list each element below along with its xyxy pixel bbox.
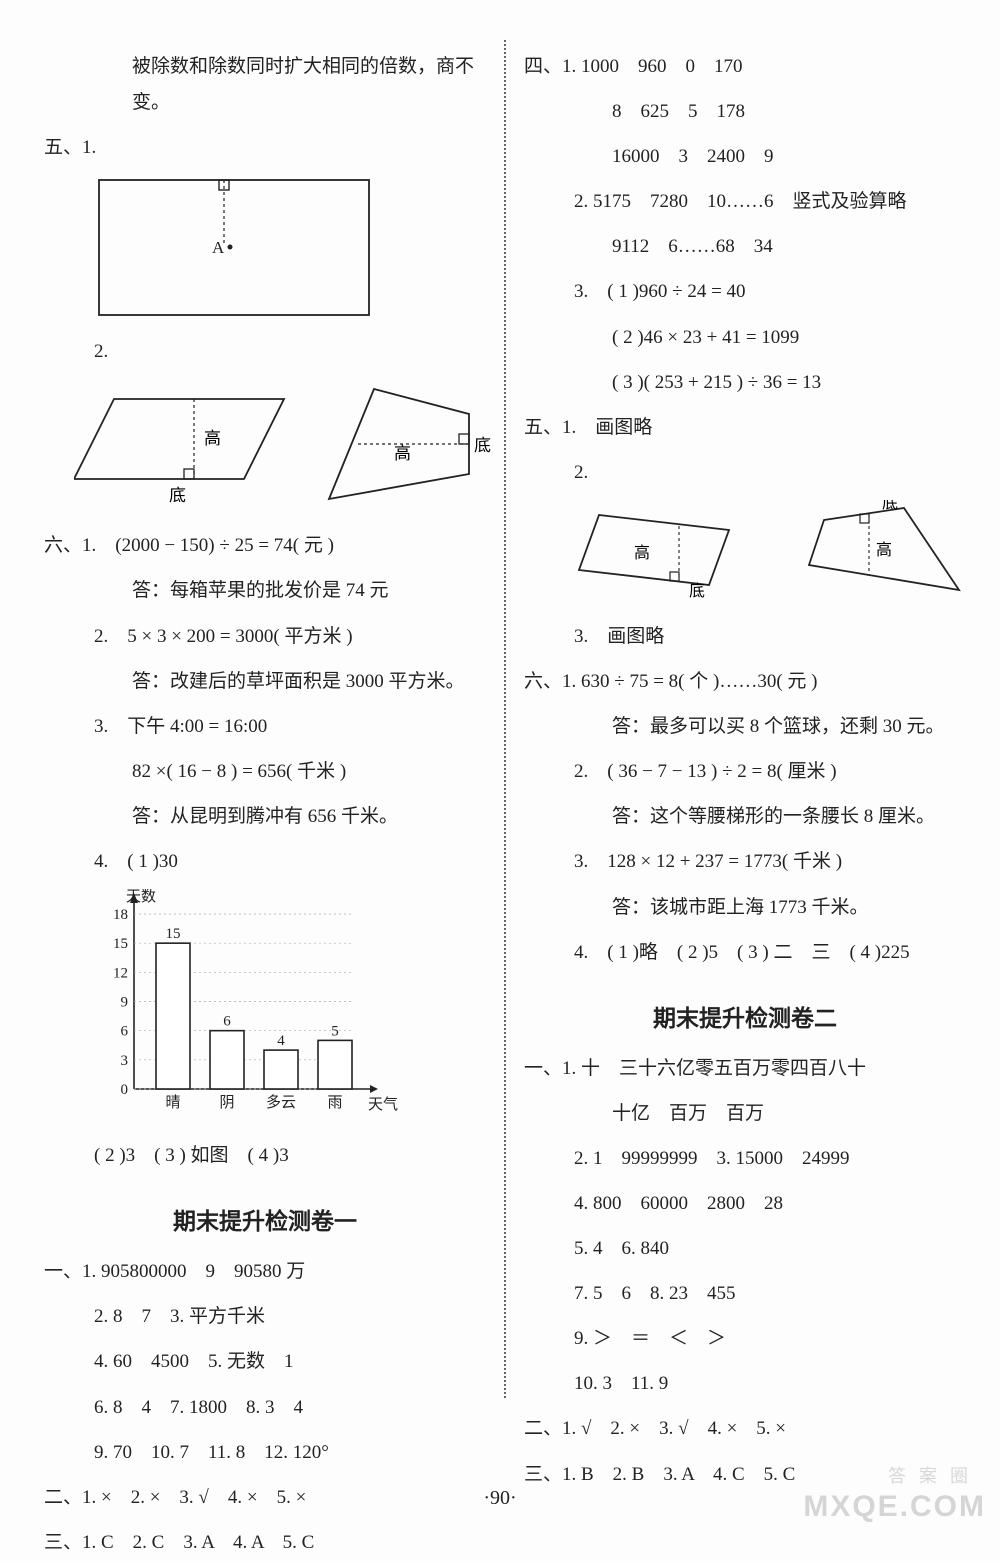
svg-text:4: 4 bbox=[277, 1033, 285, 1049]
right-fig-shapes: 高 底 高 底 bbox=[574, 500, 966, 610]
rs1-l4: 5. 4 6. 840 bbox=[524, 1231, 966, 1267]
s3: 三、1. C 2. C 3. A 4. A 5. C bbox=[44, 1525, 486, 1561]
r6-a3: 答：该城市距上海 1773 千米。 bbox=[524, 890, 966, 926]
s1-l1: 一、1. 905800000 9 90580 万 bbox=[44, 1254, 486, 1290]
svg-text:12: 12 bbox=[113, 965, 128, 981]
bar-chart: 0 3 6 9 12 15 18 天数天气 15 晴 6 阴 4 多云 5 雨 bbox=[94, 889, 486, 1129]
r6-l3: 3. 128 × 12 + 237 = 1773( 千米 ) bbox=[524, 844, 966, 880]
five-2-label: 2. bbox=[44, 334, 486, 370]
svg-text:18: 18 bbox=[113, 907, 128, 923]
page: 被除数和除数同时扩大相同的倍数，商不变。 五、1. A 2. 高 底 bbox=[0, 0, 1000, 1468]
svg-text:晴: 晴 bbox=[165, 1094, 180, 1111]
six-l4: 4. ( 1 )30 bbox=[44, 844, 486, 880]
svg-text:5: 5 bbox=[331, 1024, 339, 1040]
r4-l1c: 16000 3 2400 9 bbox=[524, 139, 966, 175]
left-column: 被除数和除数同时扩大相同的倍数，商不变。 五、1. A 2. 高 底 bbox=[30, 40, 500, 1398]
svg-text:底: 底 bbox=[169, 486, 186, 505]
rs1-l2: 2. 1 99999999 3. 15000 24999 bbox=[524, 1141, 966, 1177]
point-a-label: A bbox=[212, 238, 225, 257]
svg-text:6: 6 bbox=[121, 1024, 129, 1040]
fig-rectangle: A bbox=[94, 175, 486, 325]
svg-text:0: 0 bbox=[121, 1082, 129, 1098]
six-l3: 3. 下午 4:00 = 16:00 bbox=[44, 709, 486, 745]
rs1-l1b: 十亿 百万 百万 bbox=[524, 1096, 966, 1132]
svg-text:底: 底 bbox=[474, 436, 491, 455]
svg-text:多云: 多云 bbox=[266, 1094, 296, 1111]
top-text: 被除数和除数同时扩大相同的倍数，商不变。 bbox=[44, 49, 486, 121]
svg-text:天气: 天气 bbox=[368, 1096, 398, 1113]
rs1-l1: 一、1. 十 三十六亿零五百万零四百八十 bbox=[524, 1051, 966, 1087]
six-after: ( 2 )3 ( 3 ) 如图 ( 4 )3 bbox=[44, 1138, 486, 1174]
six-a3: 答：从昆明到腾冲有 656 千米。 bbox=[44, 799, 486, 835]
fig-shapes: 高 底 高 底 bbox=[74, 379, 486, 519]
svg-text:15: 15 bbox=[113, 936, 128, 952]
s1-l3: 4. 60 4500 5. 无数 1 bbox=[44, 1344, 486, 1380]
svg-text:15: 15 bbox=[166, 926, 181, 942]
svg-text:阴: 阴 bbox=[219, 1094, 234, 1111]
rs1-l7: 10. 3 11. 9 bbox=[524, 1366, 966, 1402]
svg-text:高: 高 bbox=[394, 444, 411, 463]
r5-three: 3. 画图略 bbox=[524, 619, 966, 655]
rs1-l3: 4. 800 60000 2800 28 bbox=[524, 1186, 966, 1222]
r6-l4: 4. ( 1 )略 ( 2 )5 ( 3 ) 二 三 ( 4 )225 bbox=[524, 935, 966, 971]
svg-text:高: 高 bbox=[634, 544, 650, 562]
r5-two: 2. bbox=[524, 455, 966, 491]
s1-l4: 6. 8 4 7. 1800 8. 3 4 bbox=[44, 1390, 486, 1426]
r4-l3b: ( 2 )46 × 23 + 41 = 1099 bbox=[524, 320, 966, 356]
r4-l3: 3. ( 1 )960 ÷ 24 = 40 bbox=[524, 274, 966, 310]
svg-text:底: 底 bbox=[689, 582, 705, 600]
section-title-1: 期末提升检测卷一 bbox=[44, 1202, 486, 1236]
svg-text:雨: 雨 bbox=[327, 1095, 342, 1111]
r4-l2: 2. 5175 7280 10……6 竖式及验算略 bbox=[524, 184, 966, 220]
rs1-l5: 7. 5 6 8. 23 455 bbox=[524, 1276, 966, 1312]
six-a1: 答：每箱苹果的批发价是 74 元 bbox=[44, 573, 486, 609]
six-label: 六、1. (2000 − 150) ÷ 25 = 74( 元 ) bbox=[44, 528, 486, 564]
svg-text:高: 高 bbox=[876, 541, 892, 559]
r5-l1: 五、1. 画图略 bbox=[524, 410, 966, 446]
r4-l2b: 9112 6……68 34 bbox=[524, 229, 966, 265]
svg-text:高: 高 bbox=[204, 429, 221, 448]
s1-l5: 9. 70 10. 7 11. 8 12. 120° bbox=[44, 1435, 486, 1471]
five-1-label: 五、1. bbox=[44, 130, 486, 166]
svg-text:底: 底 bbox=[882, 500, 898, 512]
svg-text:9: 9 bbox=[121, 995, 129, 1011]
section-title-2: 期末提升检测卷二 bbox=[524, 999, 966, 1033]
r6-a1: 答：最多可以买 8 个篮球，还剩 30 元。 bbox=[524, 709, 966, 745]
r4-l1b: 8 625 5 178 bbox=[524, 94, 966, 130]
column-divider bbox=[504, 40, 506, 1398]
page-number: ·90· bbox=[0, 1487, 1000, 1510]
svg-text:6: 6 bbox=[223, 1014, 231, 1030]
six-l2: 2. 5 × 3 × 200 = 3000( 平方米 ) bbox=[44, 619, 486, 655]
r6-l2: 2. ( 36 − 7 − 13 ) ÷ 2 = 8( 厘米 ) bbox=[524, 754, 966, 790]
six-l3b: 82 ×( 16 − 8 ) = 656( 千米 ) bbox=[44, 754, 486, 790]
svg-text:3: 3 bbox=[121, 1053, 129, 1069]
rs1-l6: 9. ＞ ＝ ＜ ＞ bbox=[524, 1321, 966, 1357]
right-column: 四、1. 1000 960 0 170 8 625 5 178 16000 3 … bbox=[510, 40, 980, 1398]
s1-l2: 2. 8 7 3. 平方千米 bbox=[44, 1299, 486, 1335]
svg-text:天数: 天数 bbox=[126, 889, 156, 905]
rs2: 二、1. √ 2. × 3. √ 4. × 5. × bbox=[524, 1411, 966, 1447]
r4-l1: 四、1. 1000 960 0 170 bbox=[524, 49, 966, 85]
r6-a2: 答：这个等腰梯形的一条腰长 8 厘米。 bbox=[524, 799, 966, 835]
r4-l3c: ( 3 )( 253 + 215 ) ÷ 36 = 13 bbox=[524, 365, 966, 401]
r6-l1: 六、1. 630 ÷ 75 = 8( 个 )……30( 元 ) bbox=[524, 664, 966, 700]
six-a2: 答：改建后的草坪面积是 3000 平方米。 bbox=[44, 664, 486, 700]
